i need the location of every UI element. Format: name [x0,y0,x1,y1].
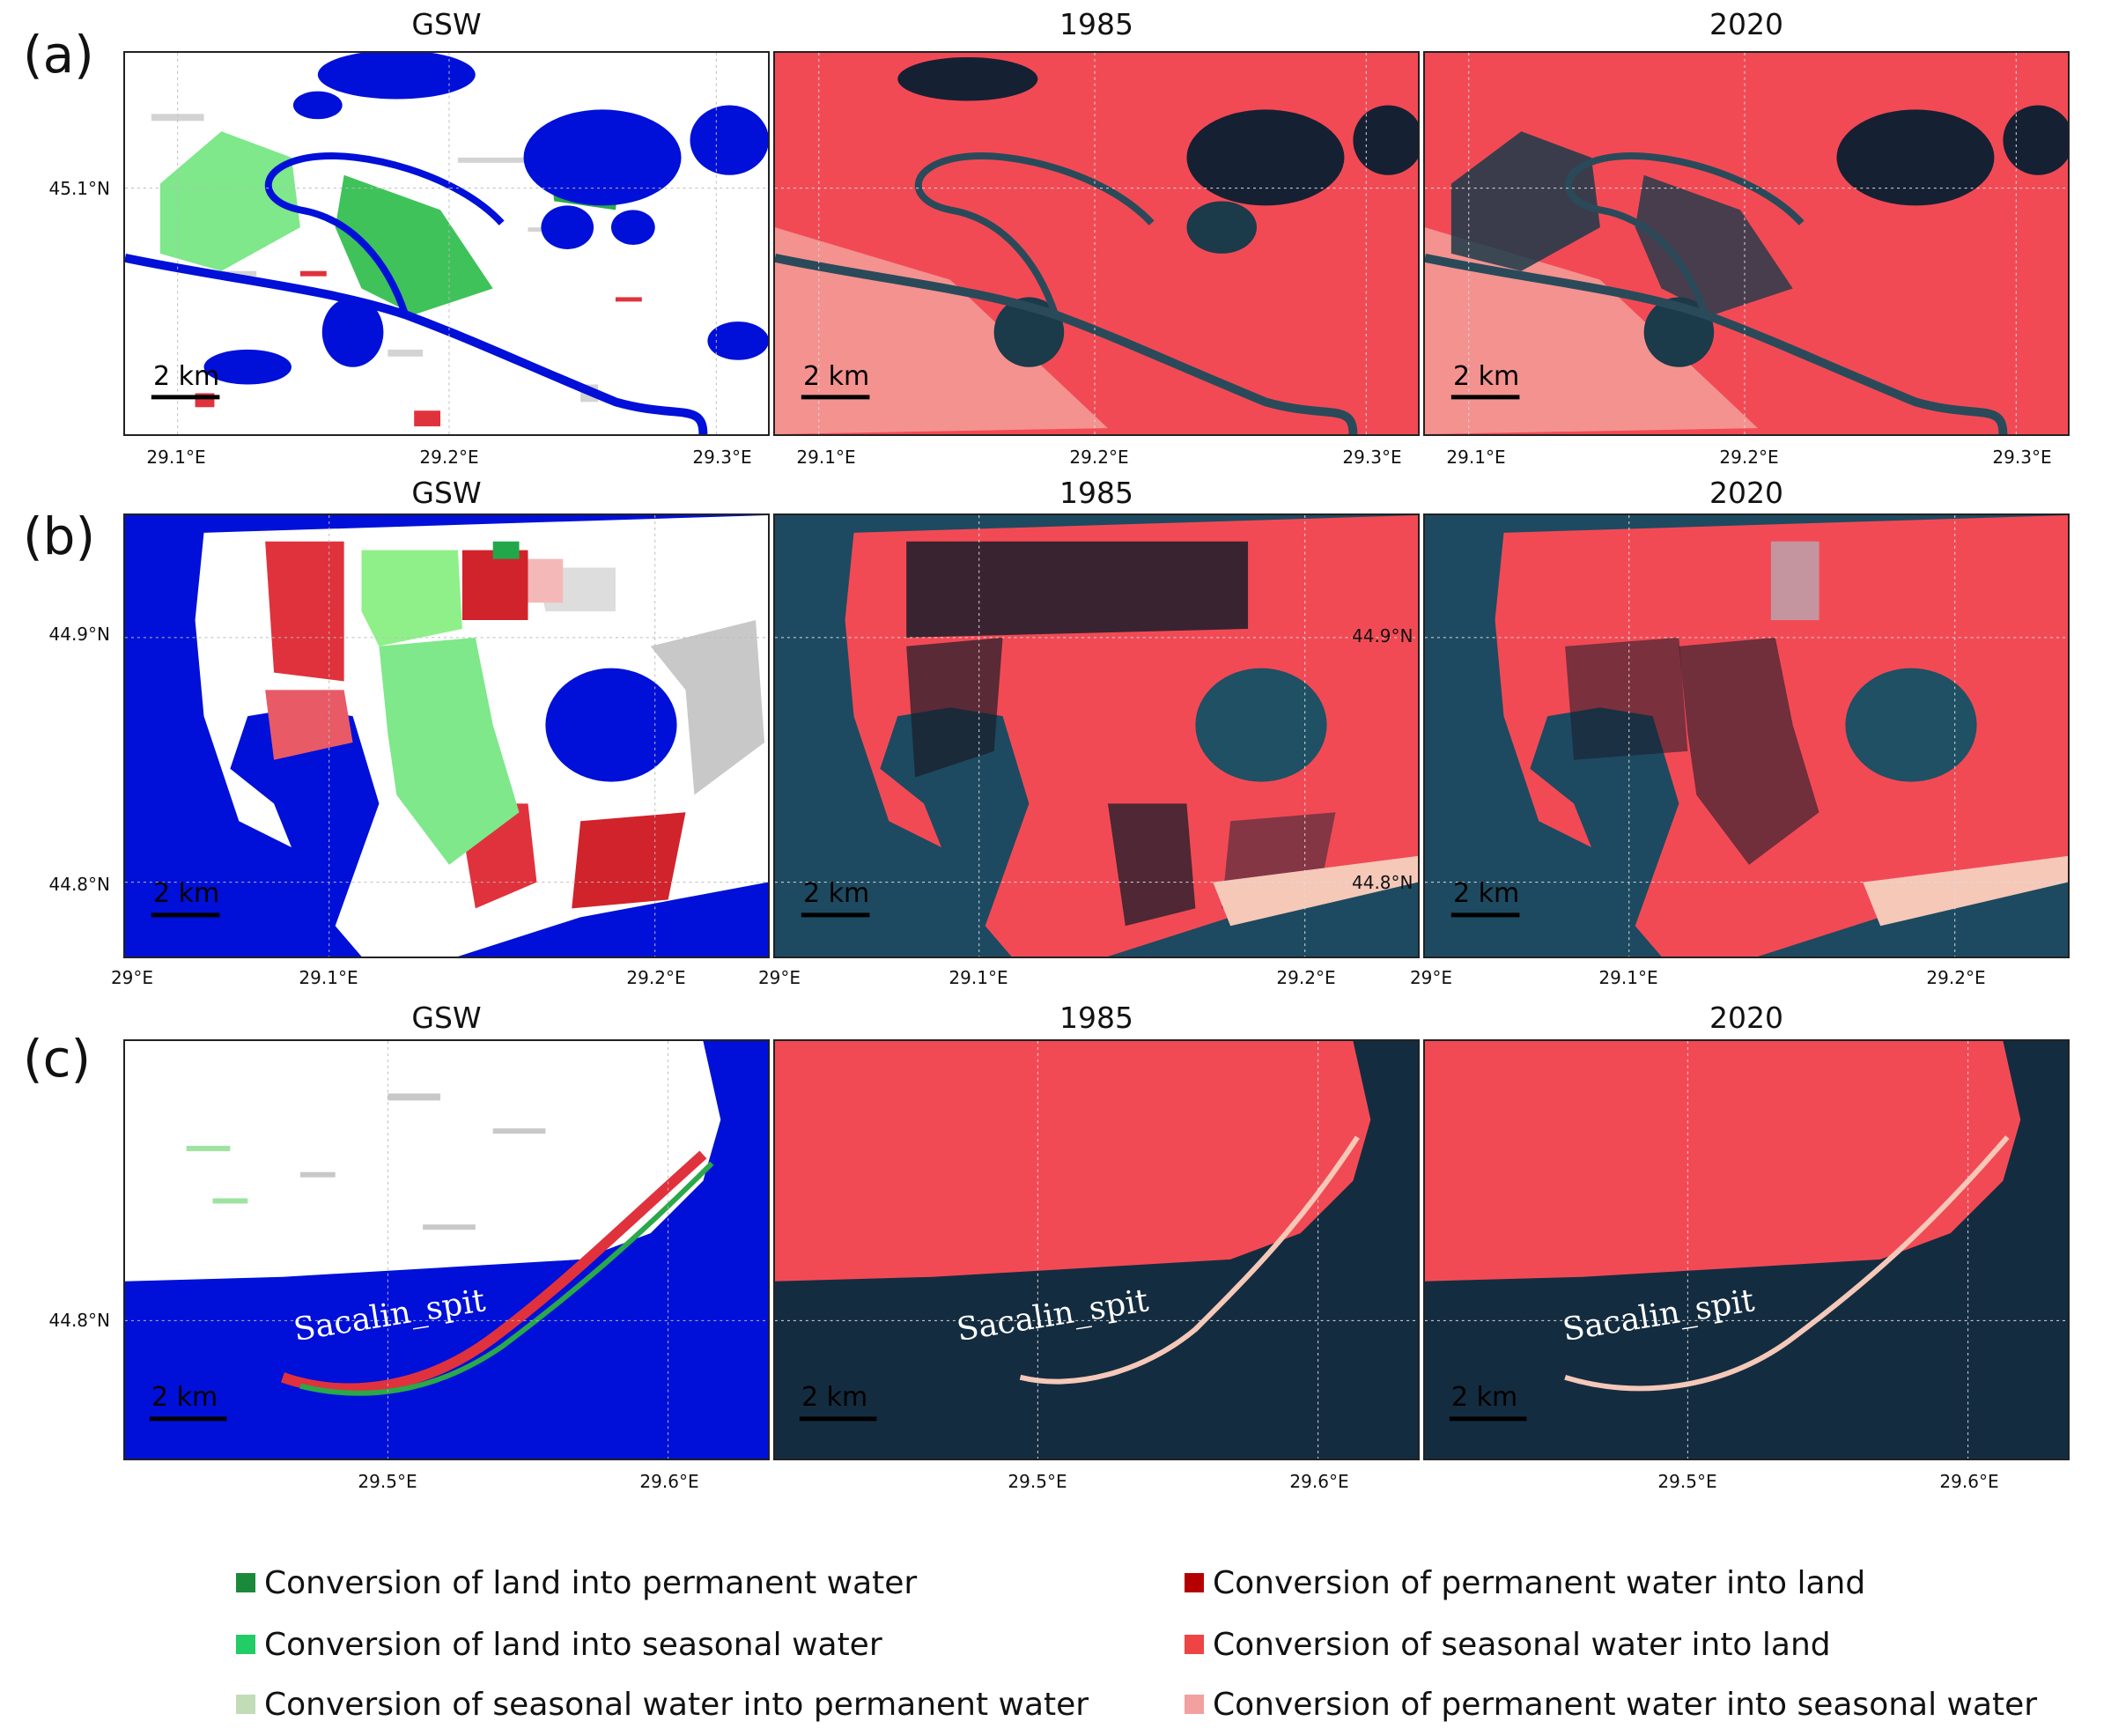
lon-label-b1-2: 29.1°E [299,967,358,988]
map-panel-a-1985: 2 km [773,51,1420,436]
satellite-map-a-1985 [775,53,1418,434]
gsw-map-a [125,53,768,434]
legend-label: Conversion of permanent water into seaso… [1213,1686,2038,1723]
lat-label-c-448: 44.8°N [48,1310,111,1331]
lon-label-b1-1: 29°E [110,967,154,988]
panel-title-b-gsw: GSW [411,476,482,510]
legend-label: Conversion of permanent water into land [1213,1564,1866,1601]
legend-swatch [1185,1573,1204,1592]
lon-label-a3-1: 29.1°E [1446,447,1506,468]
lon-label-a2-3: 29.3°E [1342,447,1402,468]
satellite-map-b-1985 [775,515,1418,957]
row-label-b: (b) [23,506,96,566]
lon-label-c3-2: 29.6°E [1939,1471,1999,1492]
lon-label-a2-2: 29.2°E [1069,447,1129,468]
scale-label-a-2020: 2 km [1453,361,1520,392]
legend-label: Conversion of land into seasonal water [264,1626,882,1663]
lon-label-a2-1: 29.1°E [796,447,856,468]
legend-swatch [1185,1695,1204,1714]
scale-label-c-gsw: 2 km [151,1382,218,1413]
gsw-map-c [125,1041,768,1459]
lat-label-a-45-1: 45.1°N [48,178,111,199]
satellite-map-c-2020 [1425,1041,2068,1459]
map-panel-c-1985: 2 km Sacalin_spit [773,1039,1420,1460]
legend-item-seasonal-to-permanent: Conversion of seasonal water into perman… [236,1685,1089,1724]
legend-label: Conversion of seasonal water into perman… [264,1686,1089,1723]
legend-swatch [236,1573,255,1592]
legend-swatch [236,1695,255,1714]
legend-swatch [236,1635,255,1654]
legend-item-permanent-to-land: Conversion of permanent water into land [1185,1563,1865,1602]
lon-label-c3-1: 29.5°E [1657,1471,1717,1492]
lon-label-b1-3: 29.2°E [626,967,686,988]
scale-label-a-gsw: 2 km [153,361,220,392]
panel-title-a-2020: 2020 [1709,7,1783,41]
lon-label-b3-3: 29.2°E [1926,967,1986,988]
lon-label-a3-3: 29.3°E [1992,447,2052,468]
panel-title-a-gsw: GSW [411,7,482,41]
legend-swatch [1185,1635,1204,1654]
lon-label-b3-1: 29°E [1409,967,1453,988]
legend-item-land-to-seasonal: Conversion of land into seasonal water [236,1625,882,1664]
lon-label-a1-1: 29.1°E [146,447,206,468]
lon-label-b3-2: 29.1°E [1598,967,1658,988]
map-panel-a-2020: 2 km [1423,51,2070,436]
scale-label-c-1985: 2 km [801,1382,868,1413]
panel-title-a-1985: 1985 [1059,7,1133,41]
legend-item-seasonal-to-land: Conversion of seasonal water into land [1185,1625,1831,1664]
map-panel-b-2020: 2 km [1423,513,2070,958]
lon-label-b2-3: 29.2°E [1276,967,1336,988]
lat-label-b-448: 44.8°N [48,874,111,895]
lon-label-c2-2: 29.6°E [1289,1471,1349,1492]
row-label-c: (c) [23,1029,92,1089]
legend-label: Conversion of seasonal water into land [1213,1626,1831,1663]
lat-label-b-449: 44.9°N [48,624,111,645]
inner-lat-label-b-448: 44.8°N [1352,872,1413,893]
map-panel-c-2020: 2 km Sacalin_spit [1423,1039,2070,1460]
map-panel-b-1985: 2 km 44.9°N 44.8°N [773,513,1420,958]
scale-label-a-1985: 2 km [803,361,870,392]
panel-title-b-1985: 1985 [1059,476,1133,510]
satellite-map-a-2020 [1425,53,2068,434]
legend-item-land-to-permanent: Conversion of land into permanent water [236,1563,917,1602]
gsw-map-b [125,515,768,957]
scale-label-b-gsw: 2 km [153,878,220,909]
panel-title-c-1985: 1985 [1059,1001,1133,1035]
lon-label-b2-2: 29.1°E [948,967,1008,988]
lon-label-a1-2: 29.2°E [419,447,479,468]
satellite-map-b-2020 [1425,515,2068,957]
scale-label-b-2020: 2 km [1453,878,1520,909]
panel-title-c-2020: 2020 [1709,1001,1783,1035]
satellite-map-c-1985 [775,1041,1418,1459]
map-panel-c-gsw: 2 km Sacalin_spit [123,1039,770,1460]
panel-title-b-2020: 2020 [1709,476,1783,510]
scale-label-c-2020: 2 km [1451,1382,1518,1413]
legend-label: Conversion of land into permanent water [264,1564,918,1601]
lon-label-c2-1: 29.5°E [1008,1471,1067,1492]
scale-label-b-1985: 2 km [803,878,870,909]
lon-label-a3-2: 29.2°E [1719,447,1779,468]
lon-label-c1-2: 29.6°E [639,1471,699,1492]
inner-lat-label-b-449: 44.9°N [1352,625,1413,646]
map-panel-b-gsw: 2 km [123,513,770,958]
lon-label-c1-1: 29.5°E [358,1471,417,1492]
lon-label-b2-1: 29°E [757,967,801,988]
lon-label-a1-3: 29.3°E [692,447,752,468]
legend-item-permanent-to-seasonal: Conversion of permanent water into seaso… [1185,1685,2037,1724]
panel-title-c-gsw: GSW [411,1001,482,1035]
row-label-a: (a) [23,25,94,85]
map-panel-a-gsw: 2 km [123,51,770,436]
